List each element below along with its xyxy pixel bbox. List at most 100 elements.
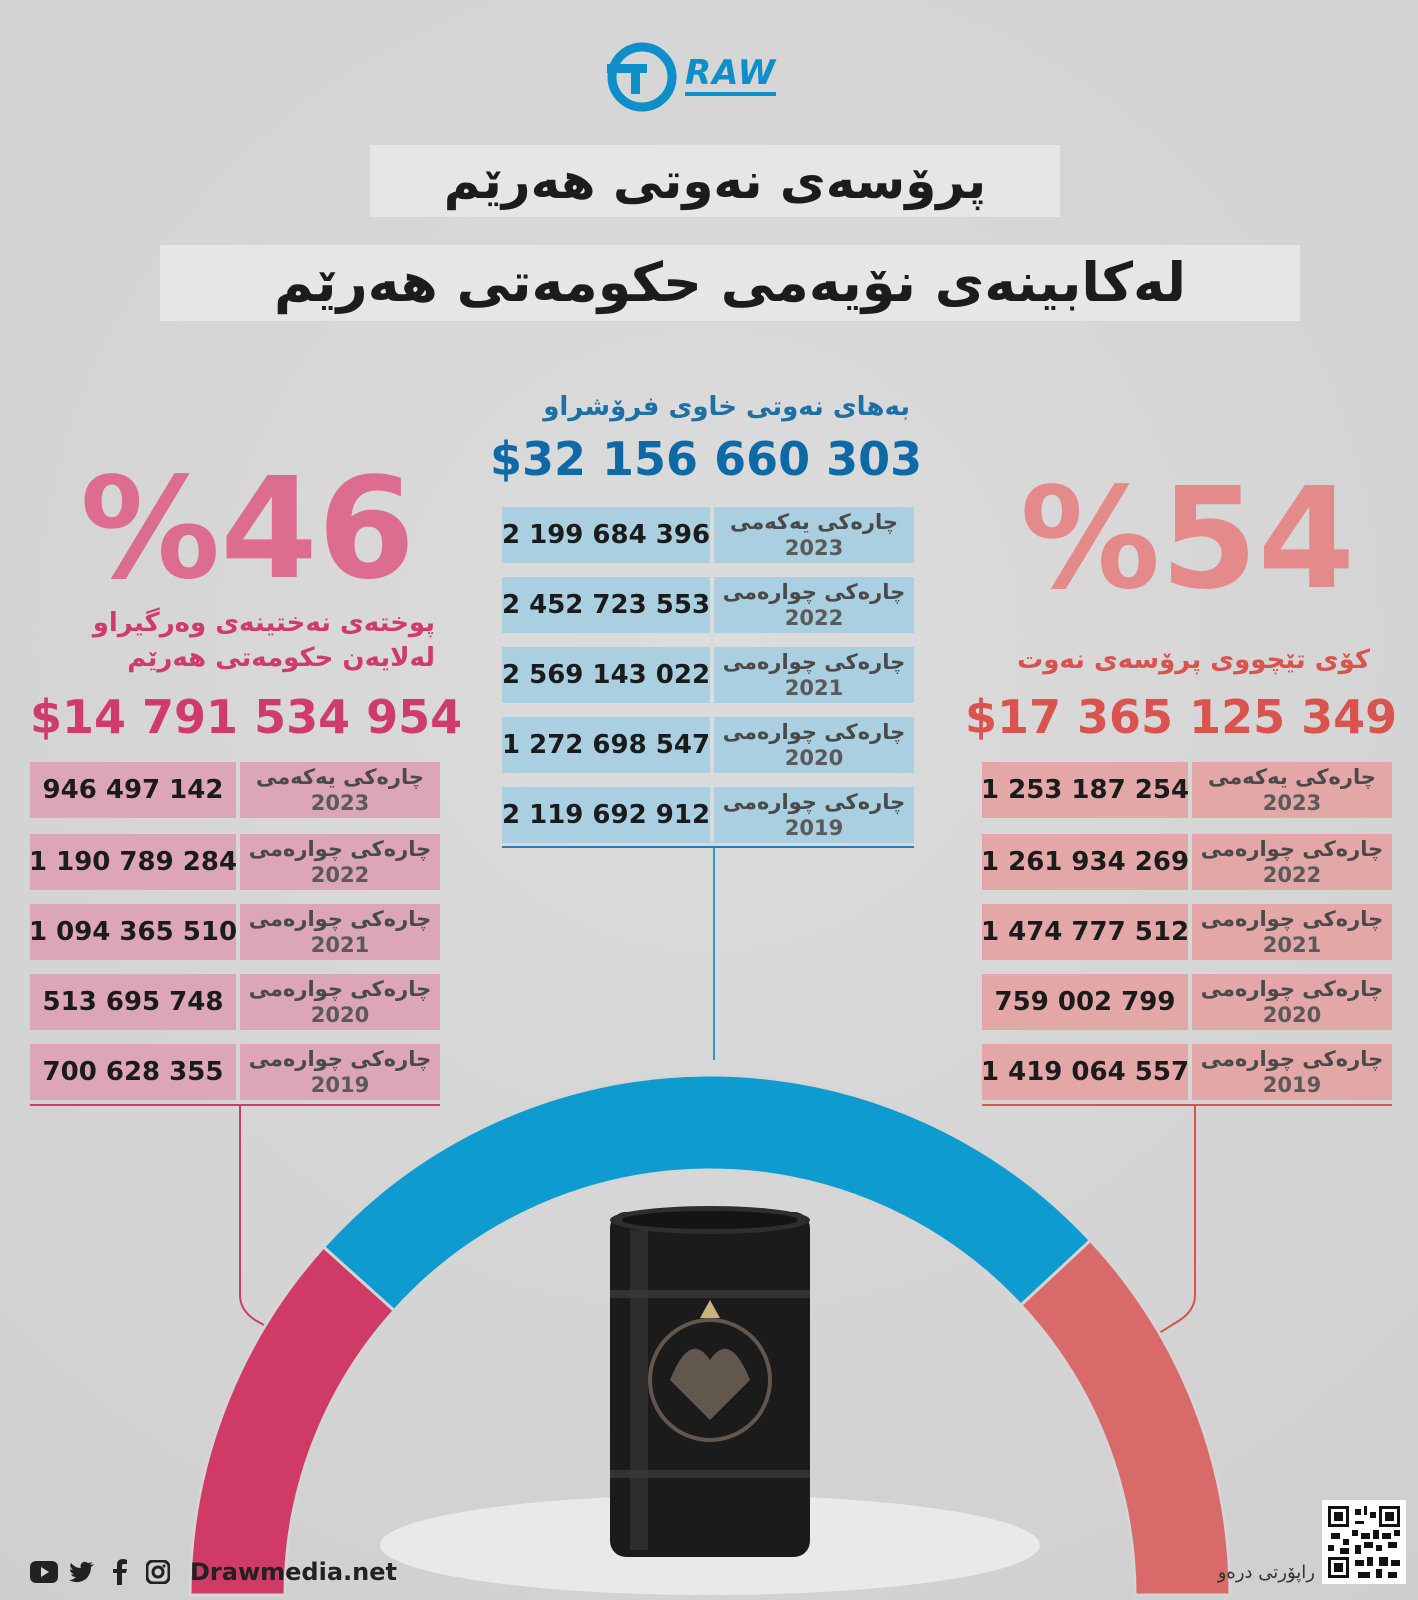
left-row-period: چارەکی چوارەمی 2021 bbox=[240, 904, 440, 960]
center-row: 1 272 698 547 چارەکی چوارەمی 2020 bbox=[502, 717, 914, 773]
right-row: 1 253 187 254 چارەکی یەکەمی 2023 bbox=[981, 762, 1392, 818]
center-row-value: 2 199 684 396 bbox=[502, 507, 710, 563]
center-row-value: 2 569 143 022 bbox=[502, 647, 710, 703]
year-label: 2019 bbox=[784, 816, 844, 840]
page-title-line1: پرۆسەی نەوتی هەرێم bbox=[370, 145, 1060, 217]
quarter-label: چارەکی چوارەمی bbox=[722, 720, 906, 744]
center-row: 2 569 143 022 چارەکی چوارەمی 2021 bbox=[502, 647, 914, 703]
left-label-line1: پوختەی نەختینەی وەرگیراو bbox=[92, 608, 435, 638]
year-label: 2023 bbox=[1262, 791, 1322, 815]
year-label: 2020 bbox=[1262, 1003, 1322, 1027]
left-label-line2: لەلایەن حکومەتی هەرێم bbox=[127, 643, 435, 673]
year-label: 2022 bbox=[784, 606, 844, 630]
year-label: 2021 bbox=[310, 933, 370, 957]
right-label: کۆی تێچووی پرۆسەی نەوت bbox=[1017, 645, 1370, 675]
quarter-label: چارەکی چوارەمی bbox=[722, 580, 906, 604]
quarter-label: چارەکی یەکەمی bbox=[729, 510, 899, 534]
left-row: 1 094 365 510 چارەکی چوارەمی 2021 bbox=[29, 904, 440, 960]
instagram-icon[interactable] bbox=[144, 1558, 172, 1586]
twitter-icon[interactable] bbox=[68, 1558, 96, 1586]
social-footer: Drawmedia.net bbox=[30, 1555, 397, 1589]
left-row-value: 513 695 748 bbox=[30, 974, 236, 1030]
qr-code[interactable] bbox=[1322, 1500, 1406, 1584]
right-row-period: چارەکی چوارەمی 2019 bbox=[1192, 1044, 1392, 1100]
left-row-period: چارەکی چوارەمی 2019 bbox=[240, 1044, 440, 1100]
left-row: 513 695 748 چارەکی چوارەمی 2020 bbox=[30, 974, 440, 1030]
left-row: 946 497 142 چارەکی یەکەمی 2023 bbox=[30, 762, 440, 818]
quarter-label: چارەکی چوارەمی bbox=[248, 977, 432, 1001]
left-total: $14 791 534 954 bbox=[30, 690, 463, 744]
right-row-period: چارەکی چوارەمی 2020 bbox=[1192, 974, 1392, 1030]
facebook-icon[interactable] bbox=[106, 1558, 134, 1586]
right-row: 1 419 064 557 چارەکی چوارەمی 2019 bbox=[981, 1044, 1392, 1100]
left-row-value: 1 094 365 510 bbox=[29, 904, 237, 960]
center-row-value: 2 119 692 912 bbox=[502, 787, 710, 843]
right-row-value: 1 253 187 254 bbox=[981, 762, 1189, 818]
logo-wordmark: RAW bbox=[685, 54, 777, 96]
quarter-label: چارەکی چوارەمی bbox=[1200, 837, 1384, 861]
right-total: $17 365 125 349 bbox=[965, 690, 1398, 744]
year-label: 2020 bbox=[310, 1003, 370, 1027]
arc-segment-revenue bbox=[188, 1244, 397, 1597]
left-row-period: چارەکی یەکەمی 2023 bbox=[240, 762, 440, 818]
semicircle-gauge bbox=[188, 1073, 1232, 1597]
center-total: $32 156 660 303 bbox=[490, 432, 923, 486]
center-connector-line bbox=[713, 848, 715, 1060]
left-row: 700 628 355 چارەکی چوارەمی 2019 bbox=[30, 1044, 440, 1100]
left-divider bbox=[30, 1104, 440, 1106]
quarter-label: چارەکی چوارەمی bbox=[722, 790, 906, 814]
year-label: 2023 bbox=[310, 791, 370, 815]
report-credit: راپۆرتی درەو bbox=[1217, 1562, 1315, 1583]
right-row: 1 261 934 269 چارەکی چوارەمی 2022 bbox=[981, 834, 1392, 890]
right-row-value: 1 261 934 269 bbox=[981, 834, 1189, 890]
right-row-value: 759 002 799 bbox=[982, 974, 1188, 1030]
right-row-period: چارەکی یەکەمی 2023 bbox=[1192, 762, 1392, 818]
oil-barrel-icon bbox=[610, 1206, 810, 1557]
quarter-label: چارەکی چوارەمی bbox=[248, 837, 432, 861]
center-label: بەهای نەوتی خاوی فرۆشراو bbox=[543, 392, 910, 422]
right-row-value: 1 419 064 557 bbox=[981, 1044, 1189, 1100]
left-row-value: 700 628 355 bbox=[30, 1044, 236, 1100]
center-row: 2 199 684 396 چارەکی یەکەمی 2023 bbox=[502, 507, 914, 563]
center-row-value: 2 452 723 553 bbox=[502, 577, 710, 633]
draw-logo: RAW bbox=[607, 42, 817, 112]
site-link[interactable]: Drawmedia.net bbox=[190, 1558, 397, 1586]
left-row-period: چارەکی چوارەمی 2020 bbox=[240, 974, 440, 1030]
center-row: 2 452 723 553 چارەکی چوارەمی 2022 bbox=[502, 577, 914, 633]
quarter-label: چارەکی یەکەمی bbox=[1207, 765, 1377, 789]
right-row-value: 1 474 777 512 bbox=[981, 904, 1189, 960]
arc-segment-cost bbox=[1018, 1238, 1232, 1597]
center-row-period: چارەکی چوارەمی 2021 bbox=[714, 647, 914, 703]
center-row-value: 1 272 698 547 bbox=[502, 717, 710, 773]
quarter-label: چارەکی چوارەمی bbox=[248, 1047, 432, 1071]
page-title-line2: لەکابینەی نۆیەمی حکومەتی هەرێم bbox=[160, 245, 1300, 321]
center-row-period: چارەکی چوارەمی 2019 bbox=[714, 787, 914, 843]
right-percent: %54 bbox=[1020, 458, 1356, 621]
center-row-period: چارەکی چوارەمی 2020 bbox=[714, 717, 914, 773]
arc-segments bbox=[188, 1073, 1232, 1597]
quarter-label: چارەکی چوارەمی bbox=[1200, 907, 1384, 931]
youtube-icon[interactable] bbox=[30, 1558, 58, 1586]
quarter-label: چارەکی چوارەمی bbox=[722, 650, 906, 674]
center-row-period: چارەکی چوارەمی 2022 bbox=[714, 577, 914, 633]
left-row-period: چارەکی چوارەمی 2022 bbox=[240, 834, 440, 890]
left-connector-line bbox=[239, 1106, 301, 1346]
left-percent: %46 bbox=[80, 448, 416, 611]
year-label: 2022 bbox=[1262, 863, 1322, 887]
right-row-period: چارەکی چوارەمی 2022 bbox=[1192, 834, 1392, 890]
year-label: 2021 bbox=[1262, 933, 1322, 957]
quarter-label: چارەکی چوارەمی bbox=[1200, 1047, 1384, 1071]
right-row-period: چارەکی چوارەمی 2021 bbox=[1192, 904, 1392, 960]
left-row-value: 946 497 142 bbox=[30, 762, 236, 818]
year-label: 2022 bbox=[310, 863, 370, 887]
year-label: 2020 bbox=[784, 746, 844, 770]
year-label: 2021 bbox=[784, 676, 844, 700]
center-row: 2 119 692 912 چارەکی چوارەمی 2019 bbox=[502, 787, 914, 843]
right-connector-line bbox=[1139, 1106, 1196, 1346]
center-row-period: چارەکی یەکەمی 2023 bbox=[714, 507, 914, 563]
quarter-label: چارەکی یەکەمی bbox=[255, 765, 425, 789]
year-label: 2023 bbox=[784, 536, 844, 560]
year-label: 2019 bbox=[1262, 1073, 1322, 1097]
quarter-label: چارەکی چوارەمی bbox=[1200, 977, 1384, 1001]
right-row: 1 474 777 512 چارەکی چوارەمی 2021 bbox=[981, 904, 1392, 960]
